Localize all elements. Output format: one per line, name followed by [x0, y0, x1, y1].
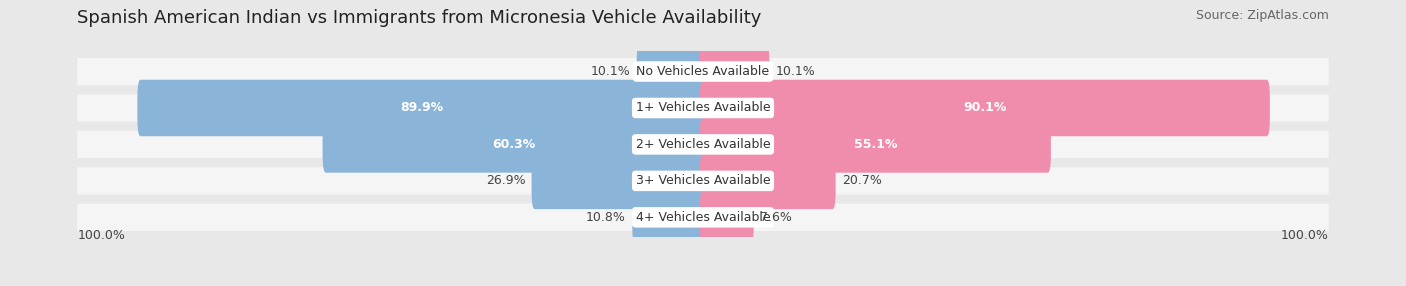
Text: 7.6%: 7.6%: [759, 211, 792, 224]
FancyBboxPatch shape: [637, 43, 706, 100]
Text: No Vehicles Available: No Vehicles Available: [637, 65, 769, 78]
Text: 1+ Vehicles Available: 1+ Vehicles Available: [636, 102, 770, 114]
Text: 4+ Vehicles Available: 4+ Vehicles Available: [636, 211, 770, 224]
Text: 10.8%: 10.8%: [586, 211, 626, 224]
Text: 100.0%: 100.0%: [77, 229, 125, 242]
Text: 10.1%: 10.1%: [591, 65, 630, 78]
FancyBboxPatch shape: [77, 204, 1329, 231]
FancyBboxPatch shape: [77, 167, 1329, 194]
Text: 3+ Vehicles Available: 3+ Vehicles Available: [636, 174, 770, 187]
Text: 26.9%: 26.9%: [485, 174, 526, 187]
FancyBboxPatch shape: [700, 43, 769, 100]
Text: 100.0%: 100.0%: [1281, 229, 1329, 242]
FancyBboxPatch shape: [700, 80, 1270, 136]
Text: Source: ZipAtlas.com: Source: ZipAtlas.com: [1195, 9, 1329, 21]
Text: 90.1%: 90.1%: [963, 102, 1007, 114]
FancyBboxPatch shape: [322, 116, 706, 173]
FancyBboxPatch shape: [633, 189, 706, 246]
FancyBboxPatch shape: [700, 116, 1050, 173]
Text: 89.9%: 89.9%: [401, 102, 443, 114]
Text: 55.1%: 55.1%: [853, 138, 897, 151]
FancyBboxPatch shape: [138, 80, 706, 136]
Text: 60.3%: 60.3%: [492, 138, 536, 151]
FancyBboxPatch shape: [77, 94, 1329, 122]
FancyBboxPatch shape: [531, 153, 706, 209]
FancyBboxPatch shape: [700, 189, 754, 246]
FancyBboxPatch shape: [77, 58, 1329, 85]
FancyBboxPatch shape: [77, 131, 1329, 158]
Text: 20.7%: 20.7%: [842, 174, 882, 187]
Text: 2+ Vehicles Available: 2+ Vehicles Available: [636, 138, 770, 151]
FancyBboxPatch shape: [700, 153, 835, 209]
Text: 10.1%: 10.1%: [776, 65, 815, 78]
Text: Spanish American Indian vs Immigrants from Micronesia Vehicle Availability: Spanish American Indian vs Immigrants fr…: [77, 9, 762, 27]
